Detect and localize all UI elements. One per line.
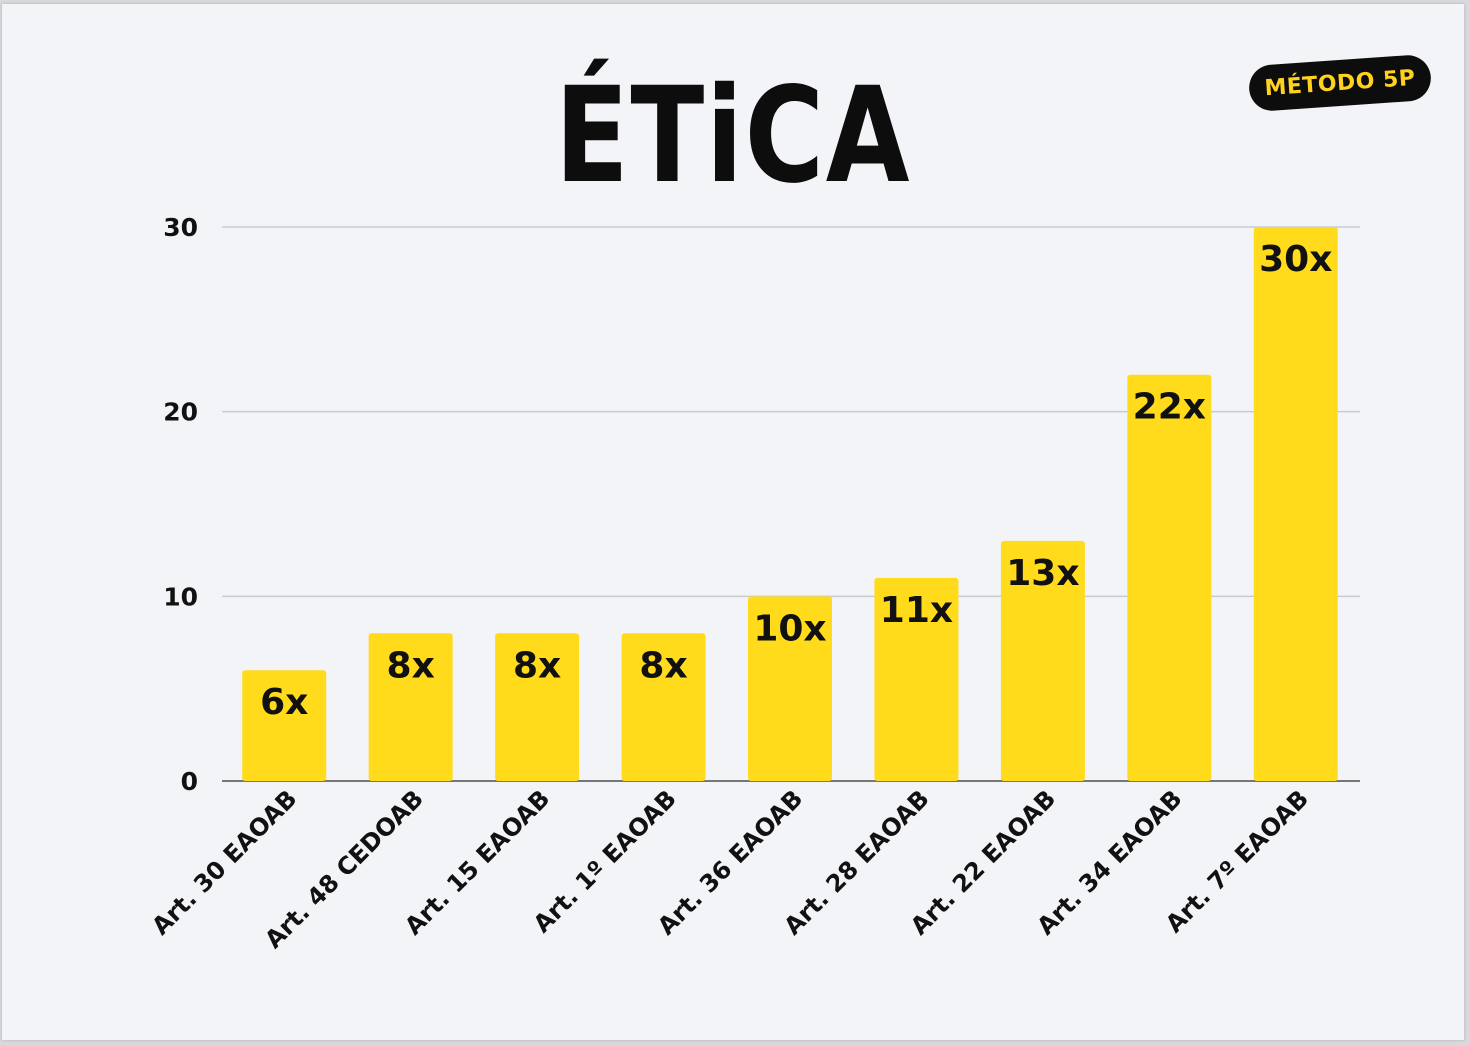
data-label: 22x bbox=[1133, 387, 1206, 428]
data-label: 6x bbox=[260, 682, 308, 723]
bar bbox=[495, 633, 580, 781]
y-tick-label: 0 bbox=[181, 767, 198, 796]
data-label: 13x bbox=[1006, 553, 1079, 594]
bar-layer bbox=[242, 227, 1338, 781]
data-label: 11x bbox=[880, 590, 953, 631]
data-label: 8x bbox=[639, 645, 687, 686]
data-label: 30x bbox=[1259, 239, 1332, 280]
bar bbox=[748, 596, 832, 781]
bar bbox=[1127, 374, 1212, 781]
bar bbox=[621, 633, 706, 781]
bar bbox=[242, 670, 327, 781]
data-label: 10x bbox=[753, 608, 826, 649]
data-label: 8x bbox=[513, 645, 561, 686]
y-tick-label: 20 bbox=[163, 398, 198, 427]
bar bbox=[368, 633, 453, 781]
chart-title: ÉTiCA bbox=[554, 59, 912, 213]
bar bbox=[1253, 227, 1338, 781]
y-tick-label: 10 bbox=[163, 582, 198, 611]
data-label: 8x bbox=[387, 645, 435, 686]
bar bbox=[874, 577, 959, 781]
chart-canvas: ÉTiCA MÉTODO 5P bbox=[2, 4, 1464, 1040]
bar bbox=[1000, 540, 1085, 781]
y-tick-label: 30 bbox=[163, 213, 198, 242]
